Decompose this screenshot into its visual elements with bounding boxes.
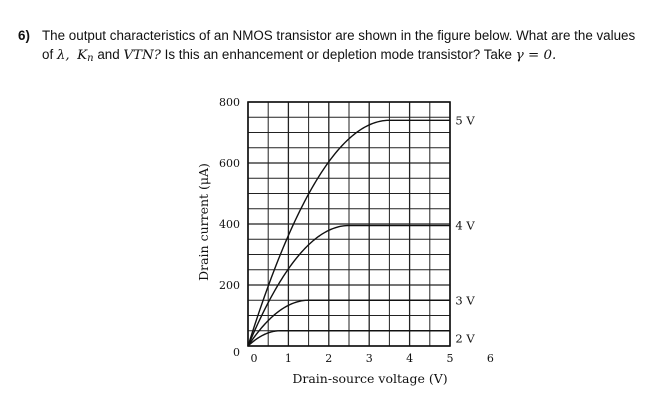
y-tick-label: 400 — [219, 218, 240, 231]
series-label: 2 V — [455, 331, 475, 345]
series-label-group: 4 V — [452, 216, 478, 234]
question-line-1: 6) The output characteristics of an NMOS … — [18, 26, 658, 45]
and-word: and — [97, 47, 120, 62]
x-tick-label: 4 — [406, 352, 413, 365]
series-label: 3 V — [455, 293, 475, 307]
series-label-background — [452, 216, 478, 234]
x-tick-label: 3 — [366, 352, 373, 365]
y-tick-label: 0 — [233, 346, 240, 359]
k-subscript: n — [87, 53, 94, 64]
series-label-group: 2 V — [452, 329, 478, 347]
lambda-symbol: λ, — [56, 48, 70, 63]
question-line1-text: The output characteristics of an NMOS tr… — [42, 28, 636, 43]
curve-vgs-3v — [247, 299, 450, 347]
question-number: 6) — [18, 28, 30, 43]
series-label-background — [452, 291, 478, 309]
chart-ticks: 0 1 2 3 4 5 6 0 200 400 600 800 — [219, 96, 494, 365]
k-symbol: K — [77, 48, 88, 63]
chart-grid — [247, 101, 451, 347]
gamma-symbol: γ = 0. — [515, 48, 557, 63]
x-axis-label: Drain-source voltage (V) — [292, 371, 447, 386]
question-line2-prefix: of — [42, 47, 54, 62]
curve-vgs-4v — [247, 224, 450, 347]
series-label-group: 3 V — [452, 291, 478, 309]
chart-series-labels: 5 V 4 V 3 V 2 V — [452, 111, 478, 347]
series-label-background — [452, 329, 478, 347]
y-tick-label: 200 — [219, 279, 240, 292]
question-text: 6) The output characteristics of an NMOS … — [18, 26, 658, 68]
x-tick-label: 0 — [251, 352, 258, 365]
series-label-background — [452, 111, 478, 129]
curve-vgs-2v — [247, 330, 450, 347]
x-tick-label: 5 — [447, 352, 454, 365]
y-tick-label: 800 — [219, 96, 240, 109]
y-tick-label: 600 — [219, 157, 240, 170]
chart-curves — [247, 119, 450, 347]
series-label-group: 5 V — [452, 111, 478, 129]
x-tick-label: 2 — [325, 352, 332, 365]
y-axis-label: Drain current (μA) — [196, 163, 211, 281]
series-label: 4 V — [455, 219, 475, 233]
series-label: 5 V — [455, 113, 475, 127]
question-line-2: of λ, Kn and VTN? Is this an enhancement… — [18, 45, 658, 68]
x-tick-label: 1 — [285, 352, 292, 365]
vtn-symbol: VTN? — [123, 48, 161, 63]
x-tick-label: 6 — [487, 352, 494, 365]
plot-frame — [247, 101, 451, 347]
question-line2-text: Is this an enhancement or depletion mode… — [164, 47, 512, 62]
curve-vgs-5v — [247, 119, 450, 347]
